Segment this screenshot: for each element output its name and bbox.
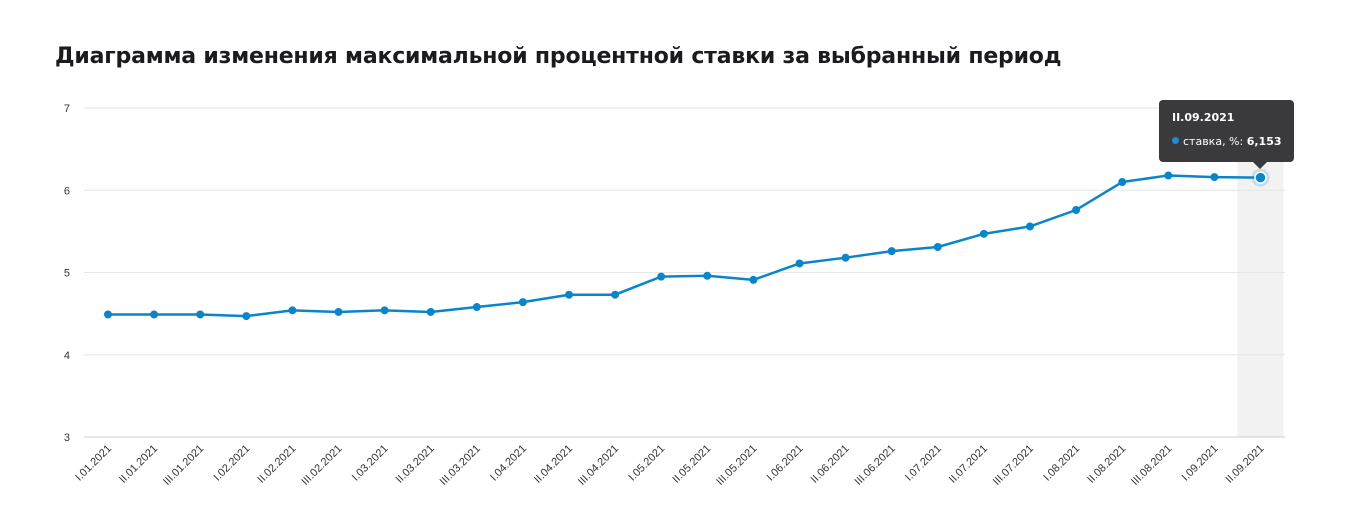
data-point <box>841 253 850 262</box>
chart-title: Диаграмма изменения максимальной процент… <box>55 44 1062 69</box>
data-point-highlighted <box>1254 171 1267 184</box>
data-point <box>611 290 620 299</box>
tooltip-series-label: ставка, %: <box>1183 135 1244 148</box>
data-point <box>657 272 666 281</box>
data-point <box>518 298 527 307</box>
data-point <box>1026 222 1034 231</box>
data-point <box>1164 171 1173 180</box>
data-point <box>426 307 435 316</box>
x-tick-label: I.06.2021 <box>765 443 806 484</box>
x-tick-label: I.04.2021 <box>488 443 529 484</box>
x-tick-label: II.04.2021 <box>532 443 575 486</box>
tooltip-series-dot-icon <box>1172 137 1179 144</box>
x-tick-label: III.03.2021 <box>438 443 483 488</box>
data-point <box>196 310 205 319</box>
y-tick-label: 4 <box>64 350 70 362</box>
tooltip-date: II.09.2021 <box>1172 111 1235 124</box>
data-point <box>933 243 942 252</box>
data-point <box>288 306 297 315</box>
x-tick-label: III.05.2021 <box>714 443 759 488</box>
y-tick-label: 3 <box>64 432 70 444</box>
data-point <box>242 312 251 321</box>
data-point <box>1118 178 1127 187</box>
data-point <box>1210 173 1219 182</box>
x-tick-label: III.01.2021 <box>161 443 206 488</box>
x-tick-label: II.08.2021 <box>1085 443 1128 486</box>
x-tick-label: II.02.2021 <box>255 443 298 486</box>
x-tick-label: III.02.2021 <box>299 443 344 488</box>
x-tick-label: I.01.2021 <box>73 443 114 484</box>
x-tick-label: III.08.2021 <box>1129 443 1174 488</box>
data-point <box>703 271 712 280</box>
data-point <box>472 303 481 312</box>
y-tick-label: 5 <box>64 268 70 280</box>
x-tick-label: II.07.2021 <box>947 443 990 486</box>
y-tick-label: 6 <box>64 185 70 197</box>
y-tick-label: 7 <box>64 103 70 115</box>
data-point <box>150 310 159 319</box>
data-point <box>104 310 112 319</box>
x-tick-label: I.02.2021 <box>211 443 252 484</box>
data-point <box>795 259 804 268</box>
data-point <box>749 275 758 284</box>
x-tick-label: II.01.2021 <box>117 443 160 486</box>
x-tick-label: I.08.2021 <box>1041 443 1082 484</box>
x-tick-label: II.03.2021 <box>394 443 437 486</box>
x-tick-label: III.07.2021 <box>991 443 1036 488</box>
x-tick-label: II.06.2021 <box>809 443 852 486</box>
series-line <box>106 174 1262 318</box>
x-tick-label: I.09.2021 <box>1180 443 1221 484</box>
data-point <box>887 247 896 256</box>
data-point <box>979 229 988 238</box>
x-tick-label: III.04.2021 <box>576 443 621 488</box>
x-tick-label: I.05.2021 <box>626 443 667 484</box>
x-tick-label: II.05.2021 <box>670 443 713 486</box>
chart-tooltip: II.09.2021 ставка, %: 6,153 <box>1159 100 1294 169</box>
x-tick-label: I.03.2021 <box>350 443 391 484</box>
data-point <box>334 307 343 316</box>
tooltip-row: ставка, %: 6,153 <box>1172 135 1294 149</box>
x-tick-label: II.09.2021 <box>1224 443 1267 486</box>
x-tick-label: III.06.2021 <box>853 443 898 488</box>
data-point <box>1072 205 1081 214</box>
tooltip-value: 6,153 <box>1246 135 1282 148</box>
data-point <box>565 290 573 299</box>
x-tick-label: I.07.2021 <box>903 443 944 484</box>
data-point <box>380 306 389 315</box>
